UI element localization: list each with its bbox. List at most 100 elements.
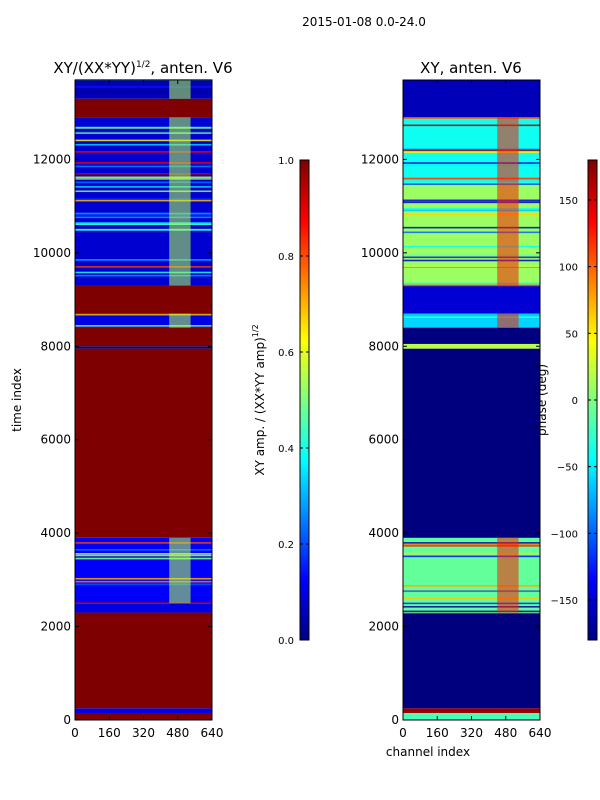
heatmap-stripe <box>75 259 212 261</box>
heatmap-stripe <box>75 178 212 180</box>
heatmap-band <box>75 603 212 613</box>
x-tick-label: 320 <box>132 726 155 740</box>
x-tick-label: 640 <box>529 726 552 740</box>
heatmap-stripe <box>403 181 540 184</box>
heatmap-patch <box>169 117 191 286</box>
left-axes: 0 160 320 480 640 0 2000 4000 6000 8000 10000 12000 <box>33 79 223 740</box>
heatmap-stripe <box>75 132 212 134</box>
heatmap-band <box>75 98 212 118</box>
heatmap-stripe <box>75 151 212 153</box>
right-heatmap <box>403 80 540 720</box>
heatmap-stripe <box>403 177 540 180</box>
heatmap-stripe <box>403 149 540 152</box>
colorbar-tick-label: 0.6 <box>278 348 294 359</box>
left-colorbar <box>299 159 310 641</box>
heatmap-patch <box>169 80 191 99</box>
heatmap-stripe <box>403 602 540 605</box>
colorbar-tick-label: 1.0 <box>278 156 294 167</box>
heatmap-patch <box>497 313 519 328</box>
y-tick-label: 8000 <box>368 339 399 353</box>
heatmap-band <box>75 537 212 604</box>
left-heatmap <box>75 79 212 720</box>
right-xlabel: channel index <box>386 745 470 759</box>
heatmap-patch <box>497 117 519 183</box>
heatmap-stripe <box>75 95 212 97</box>
heatmap-stripe <box>403 611 540 614</box>
heatmap-stripe <box>75 580 212 583</box>
heatmap-band <box>75 327 212 347</box>
heatmap-stripe <box>403 284 540 287</box>
heatmap-band <box>403 348 540 538</box>
y-tick-label: 0 <box>63 713 71 727</box>
y-tick-label: 2000 <box>368 620 399 634</box>
colorbar-tick-label: −100 <box>551 529 578 540</box>
heatmap-stripe <box>403 316 540 318</box>
right-panel-title: XY, anten. V6 <box>420 59 522 77</box>
y-tick-label: 8000 <box>40 339 71 353</box>
x-tick-label: 0 <box>71 726 79 740</box>
right-colorbar-ticks: −150 −100 −50 0 50 100 150 <box>551 196 597 607</box>
y-tick-label: 4000 <box>368 526 399 540</box>
colorbar-tick-label: 0.4 <box>278 444 294 455</box>
y-tick-label: 6000 <box>40 433 71 447</box>
heatmap-stripe <box>75 602 212 605</box>
y-tick-label: 10000 <box>33 246 71 260</box>
heatmap-stripe <box>403 254 540 256</box>
heatmap-band <box>403 612 540 709</box>
heatmap-stripe <box>403 585 540 587</box>
heatmap-band <box>403 708 540 713</box>
heatmap-stripe <box>75 86 212 88</box>
x-tick-label: 480 <box>494 726 517 740</box>
heatmap-patch <box>169 313 191 328</box>
right-axes: 0 160 320 480 640 0 2000 4000 6000 8000 10000 12000 <box>361 79 552 740</box>
heatmap-stripe <box>75 165 212 168</box>
heatmap-stripe <box>403 610 540 613</box>
heatmap-stripe <box>75 556 212 559</box>
heatmap-band <box>75 346 212 349</box>
heatmap-stripe <box>75 577 212 580</box>
heatmap-stripe <box>403 256 540 259</box>
heatmap-stripe <box>75 223 212 226</box>
y-tick-label: 12000 <box>33 152 71 166</box>
heatmap-stripe <box>75 198 212 200</box>
heatmap-stripe <box>75 554 212 557</box>
heatmap-stripe <box>75 162 212 164</box>
heatmap-patch <box>169 537 191 604</box>
y-tick-label: 4000 <box>40 526 71 540</box>
heatmap-stripe <box>403 201 540 204</box>
y-tick-label: 6000 <box>368 433 399 447</box>
x-tick-label: 0 <box>399 726 407 740</box>
heatmap-stripe <box>403 183 540 186</box>
heatmap-stripe <box>75 143 212 146</box>
heatmap-patch <box>497 182 519 286</box>
colorbar-tick-label: −150 <box>551 596 578 607</box>
heatmap-stripe <box>75 173 212 175</box>
heatmap-stripe <box>403 543 540 546</box>
heatmap-stripe <box>75 542 212 544</box>
heatmap-stripe <box>403 162 540 164</box>
y-tick-label: 10000 <box>361 246 399 260</box>
heatmap-stripe <box>403 259 540 262</box>
heatmap-stripe <box>75 199 212 202</box>
heatmap-stripe <box>75 557 212 560</box>
heatmap-stripe <box>75 190 212 193</box>
heatmap-stripe <box>403 231 540 234</box>
heatmap-band <box>75 708 212 713</box>
heatmap-stripe <box>403 597 540 600</box>
heatmap-stripe <box>403 164 540 167</box>
heatmap-band <box>75 285 212 314</box>
heatmap-stripe <box>75 553 212 555</box>
colorbar-tick-label: 0.8 <box>278 252 294 263</box>
y-tick-label: 2000 <box>40 620 71 634</box>
heatmap-stripe <box>75 274 212 277</box>
heatmap-stripe <box>403 314 540 316</box>
colorbar-tick-label: 0.2 <box>278 540 294 551</box>
heatmap-stripe <box>75 271 212 274</box>
right-colorbar-label: phase (deg) <box>535 364 549 436</box>
heatmap-stripe <box>403 117 540 119</box>
heatmap-stripe <box>75 313 212 316</box>
heatmap-stripe <box>403 542 540 544</box>
y-tick-label: 12000 <box>361 152 399 166</box>
left-panel-title: XY/(XX*YY)1/2, anten. V6 <box>53 59 232 77</box>
